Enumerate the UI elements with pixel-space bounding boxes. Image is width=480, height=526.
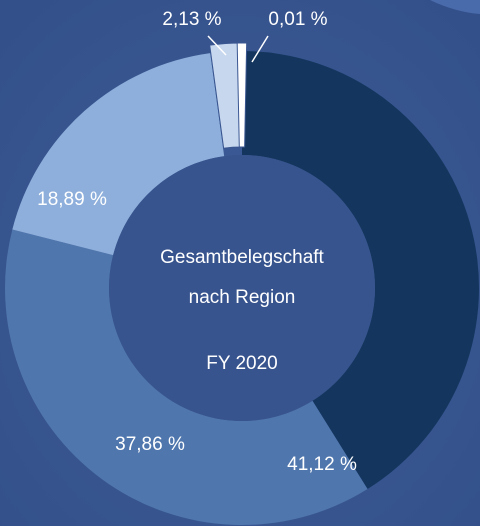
slice-label: 2,13 % — [162, 9, 221, 30]
center-text: Gesamtbelegschaft — [160, 247, 324, 268]
donut-slice — [236, 42, 248, 148]
slice-label: 0,01 % — [268, 9, 327, 30]
leader-line — [251, 35, 269, 63]
donut-slice — [5, 229, 368, 525]
slice-label: 18,89 % — [37, 189, 107, 210]
slice-label: 41,12 % — [287, 454, 357, 475]
corner-decoration — [430, 0, 480, 14]
leader-line — [207, 35, 227, 56]
center-text: FY 2020 — [206, 353, 277, 374]
donut-hole — [109, 155, 375, 421]
donut-slice — [12, 53, 225, 256]
slice-label: 37,86 % — [115, 434, 185, 455]
center-text: nach Region — [189, 287, 296, 308]
donut-slice — [242, 51, 479, 490]
